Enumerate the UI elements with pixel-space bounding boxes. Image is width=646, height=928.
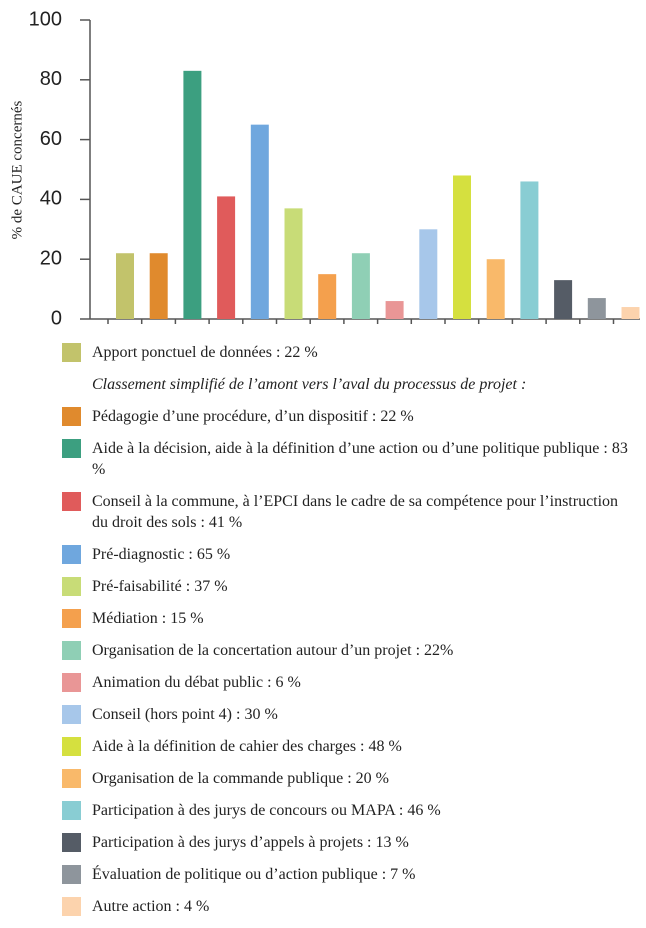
y-axis-title: % de CAUE concernés <box>9 100 25 239</box>
legend-swatch <box>62 641 81 660</box>
legend-label: Pré-faisabilité : 37 % <box>92 578 228 595</box>
legend-swatch <box>62 897 81 916</box>
legend-swatch <box>62 673 81 692</box>
chart: % de CAUE concernés 0 20 40 60 80 100 <box>9 8 640 329</box>
bar <box>183 70 202 319</box>
bar <box>419 229 438 319</box>
bar <box>621 307 640 319</box>
legend-label: Pré-diagnostic : 65 % <box>92 546 231 563</box>
legend-item: Pédagogie d’une procédure, d’un disposit… <box>62 406 632 427</box>
legend-swatch <box>62 439 81 458</box>
y-tick-label: 0 <box>51 307 62 329</box>
legend-label: Conseil (hors point 4) : 30 % <box>92 706 278 723</box>
legend-swatch <box>62 705 81 724</box>
legend-item: Apport ponctuel de données : 22 % <box>62 342 632 363</box>
y-tick-label: 60 <box>40 128 62 150</box>
legend-label: Autre action : 4 % <box>92 898 210 915</box>
bar <box>250 124 269 320</box>
legend-item: Participation à des jurys d’appels à pro… <box>62 832 632 853</box>
legend-item: Évaluation de politique ou d’action publ… <box>62 864 632 885</box>
y-tick-label: 20 <box>40 247 62 269</box>
bar <box>351 253 370 319</box>
page: % de CAUE concernés 0 20 40 60 80 100 Apport … <box>9 8 640 916</box>
bar <box>587 298 606 319</box>
legend-swatch <box>62 609 81 628</box>
legend-label: Animation du débat public : 6 % <box>92 674 301 691</box>
legend-label: Évaluation de politique ou d’action publ… <box>92 866 416 883</box>
legend-item: Aide à la définition de cahier des charg… <box>62 736 632 757</box>
legend-item: Conseil à la commune, à l’EPCI dans le c… <box>62 491 632 533</box>
legend-swatch <box>62 801 81 820</box>
legend-swatch <box>62 407 81 426</box>
legend-label: Aide à la décision, aide à la définition… <box>92 440 628 478</box>
legend-label: Apport ponctuel de données : 22 % <box>92 344 318 361</box>
legend-swatch <box>62 343 81 362</box>
legend-swatch <box>62 737 81 756</box>
bar <box>486 259 505 319</box>
y-tick-label: 80 <box>40 68 62 90</box>
legend-label: Aide à la définition de cahier des charg… <box>92 738 402 755</box>
legend-item: Animation du débat public : 6 % <box>62 672 632 693</box>
legend-swatch <box>62 545 81 564</box>
bar <box>554 280 573 319</box>
legend-swatch <box>62 769 81 788</box>
bar <box>318 274 337 319</box>
legend-label: Participation à des jurys d’appels à pro… <box>92 834 409 851</box>
legend-label: Organisation de la concertation autour d… <box>92 642 454 659</box>
legend-item: Pré-diagnostic : 65 % <box>62 544 632 565</box>
legend-swatch <box>62 865 81 884</box>
bar <box>116 253 134 319</box>
bar <box>149 253 168 319</box>
legend-label: Pédagogie d’une procédure, d’un disposit… <box>92 408 414 425</box>
legend-swatch <box>62 577 81 596</box>
bar <box>520 181 539 319</box>
legend-item: Pré-faisabilité : 37 % <box>62 576 632 597</box>
y-tick-label: 100 <box>29 8 62 30</box>
legend-item: Organisation de la concertation autour d… <box>62 640 632 661</box>
legend: Apport ponctuel de données : 22 % Classem… <box>62 342 632 928</box>
bar <box>385 301 404 319</box>
legend-label: Médiation : 15 % <box>92 610 204 627</box>
y-tick-label: 40 <box>40 188 62 210</box>
bar <box>217 196 236 319</box>
legend-label: Organisation de la commande publique : 2… <box>92 770 389 787</box>
bar <box>453 175 471 319</box>
legend-item: Médiation : 15 % <box>62 608 632 629</box>
legend-item: Aide à la décision, aide à la définition… <box>62 438 632 480</box>
legend-swatch <box>62 833 81 852</box>
legend-item: Conseil (hors point 4) : 30 % <box>62 704 632 725</box>
legend-swatch <box>62 492 81 511</box>
legend-note: Classement simplifié de l’amont vers l’a… <box>92 376 527 393</box>
legend-item: Participation à des jurys de concours ou… <box>62 800 632 821</box>
legend-item: Autre action : 4 % <box>62 896 632 917</box>
legend-label: Conseil à la commune, à l’EPCI dans le c… <box>92 493 619 531</box>
bar <box>284 208 303 319</box>
legend-item: Organisation de la commande publique : 2… <box>62 768 632 789</box>
legend-label: Participation à des jurys de concours ou… <box>92 802 441 819</box>
